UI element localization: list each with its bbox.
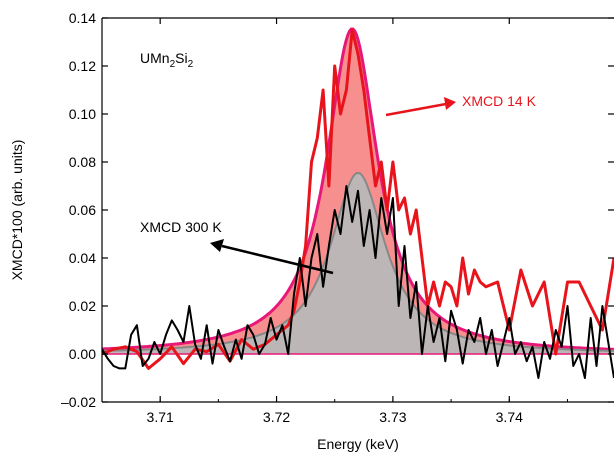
compound-sub1: 2 <box>170 59 176 70</box>
fit-line-300K <box>102 171 614 352</box>
annotation-300K-text: XMCD 300 K <box>140 219 222 235</box>
y-axis-label: XMCD*100 (arb. units) <box>9 140 25 281</box>
annotation-300K: XMCD 300 K <box>140 219 334 275</box>
x-tick-label: 3.71 <box>147 409 174 425</box>
fit-line-14K <box>102 27 614 351</box>
y-tick-label: 0.12 <box>69 58 96 74</box>
y-tick-label: 0.04 <box>69 250 96 266</box>
x-tick-label: 3.72 <box>263 409 290 425</box>
compound-label: UMn2Si2 <box>140 50 194 70</box>
compound-sub2: 2 <box>188 59 194 70</box>
x-axis-label: Energy (keV) <box>317 436 399 452</box>
y-tick-label: 0.06 <box>69 202 96 218</box>
fit-area-300K <box>102 172 614 354</box>
annotation-14K: XMCD 14 K <box>385 93 537 117</box>
y-tick-label: 0.10 <box>69 106 96 122</box>
y-tick-label: 0.00 <box>69 346 96 362</box>
y-axis-ticks: –0.02 0.00 0.02 0.04 0.06 0.08 0.10 0.12 0.14 <box>61 10 614 410</box>
y-tick-label: 0.02 <box>69 298 96 314</box>
x-axis-ticks: 3.71 3.72 3.73 3.74 <box>101 18 568 425</box>
x-tick-label: 3.73 <box>379 409 406 425</box>
arrow-14K-shaft <box>385 102 447 117</box>
series-line-300K <box>102 185 614 379</box>
y-tick-label: 0.14 <box>69 10 96 26</box>
arrow-14K-head <box>444 97 456 110</box>
x-tick-label: 3.74 <box>496 409 523 425</box>
series-line-14K <box>102 28 614 370</box>
compound-base: UMn <box>140 50 170 66</box>
annotation-14K-text: XMCD 14 K <box>462 93 537 109</box>
arrow-300K-shaft <box>221 244 334 275</box>
y-tick-label: –0.02 <box>61 394 96 410</box>
y-tick-label: 0.08 <box>69 154 96 170</box>
compound-mid: Si <box>175 50 187 66</box>
arrow-300K-head <box>210 239 224 252</box>
